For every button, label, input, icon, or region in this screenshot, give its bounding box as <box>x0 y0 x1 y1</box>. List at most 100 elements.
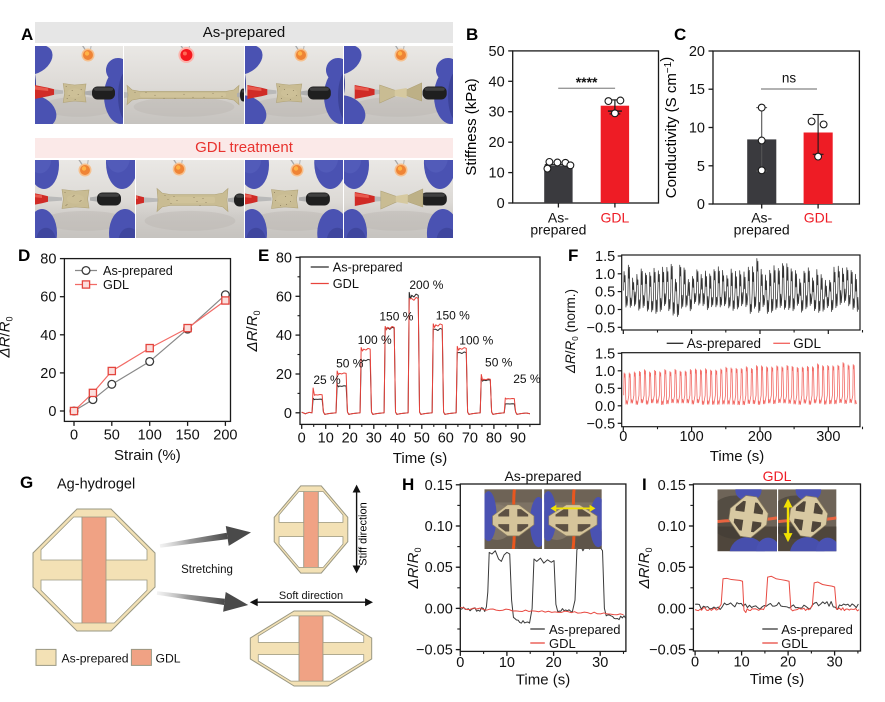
svg-text:GDL: GDL <box>549 636 576 651</box>
svg-text:As-prepared: As-prepared <box>549 622 621 637</box>
svg-text:Time (s): Time (s) <box>750 671 804 688</box>
svg-text:200: 200 <box>748 429 772 445</box>
svg-text:30: 30 <box>366 430 382 446</box>
svg-text:20: 20 <box>546 655 562 671</box>
svg-text:As-prepared: As-prepared <box>504 468 581 484</box>
svg-text:10: 10 <box>489 166 505 182</box>
svg-text:20: 20 <box>40 366 56 382</box>
svg-text:0.10: 0.10 <box>425 519 453 535</box>
svg-text:GDL: GDL <box>781 636 808 651</box>
svg-text:0.10: 0.10 <box>658 519 686 535</box>
svg-text:−0.5: −0.5 <box>587 320 616 336</box>
svg-text:As-prepared: As-prepared <box>62 652 129 666</box>
svg-text:40: 40 <box>390 430 406 446</box>
svg-text:0: 0 <box>456 655 464 671</box>
svg-text:60: 60 <box>438 430 454 446</box>
svg-text:25 %: 25 % <box>513 372 541 386</box>
svg-text:Soft direction: Soft direction <box>279 590 343 602</box>
svg-text:ΔR/R0: ΔR/R0 <box>244 311 262 353</box>
svg-text:80: 80 <box>40 252 56 268</box>
svg-text:10: 10 <box>318 430 334 446</box>
svg-text:5: 5 <box>697 159 705 175</box>
svg-text:150 %: 150 % <box>436 309 470 323</box>
svg-text:ΔR/R0: ΔR/R0 <box>0 317 15 359</box>
svg-text:100 %: 100 % <box>358 333 392 347</box>
svg-text:****: **** <box>576 74 598 90</box>
svg-text:0.00: 0.00 <box>425 601 453 617</box>
svg-text:10: 10 <box>689 121 705 137</box>
svg-text:ΔR/R0 (norm.): ΔR/R0 (norm.) <box>563 289 580 374</box>
svg-text:As-: As- <box>751 209 772 225</box>
svg-text:30: 30 <box>827 655 843 671</box>
svg-text:80: 80 <box>276 250 292 266</box>
svg-text:1.5: 1.5 <box>595 249 615 265</box>
svg-text:30: 30 <box>489 105 505 121</box>
svg-text:0: 0 <box>691 655 699 671</box>
svg-text:40: 40 <box>40 328 56 344</box>
svg-text:200 %: 200 % <box>409 278 443 292</box>
svg-text:20: 20 <box>780 655 796 671</box>
svg-text:50 %: 50 % <box>485 356 513 370</box>
svg-text:GDL: GDL <box>103 278 129 292</box>
svg-text:50: 50 <box>489 44 505 60</box>
svg-text:40: 40 <box>489 74 505 90</box>
svg-text:80: 80 <box>486 430 502 446</box>
svg-text:60: 60 <box>40 290 56 306</box>
svg-text:15: 15 <box>689 82 705 98</box>
svg-text:GDL: GDL <box>793 336 821 351</box>
svg-text:0: 0 <box>284 406 292 422</box>
svg-text:Stiff direction: Stiff direction <box>358 502 370 565</box>
svg-text:Strain (%): Strain (%) <box>114 447 181 464</box>
svg-text:0: 0 <box>70 427 78 443</box>
svg-text:0.05: 0.05 <box>658 560 686 576</box>
svg-text:0.0: 0.0 <box>595 303 615 319</box>
svg-text:1.0: 1.0 <box>595 364 615 380</box>
svg-text:0.05: 0.05 <box>425 560 453 576</box>
svg-text:10: 10 <box>734 655 750 671</box>
svg-text:0.00: 0.00 <box>658 601 686 617</box>
svg-text:1.5: 1.5 <box>595 346 615 362</box>
svg-text:0: 0 <box>298 430 306 446</box>
svg-text:−0.05: −0.05 <box>649 643 686 659</box>
svg-text:300: 300 <box>816 429 840 445</box>
svg-text:10: 10 <box>499 655 515 671</box>
svg-text:As-prepared: As-prepared <box>687 336 761 351</box>
svg-text:100 %: 100 % <box>459 334 493 348</box>
svg-text:ΔR/R0: ΔR/R0 <box>636 548 654 590</box>
svg-text:−0.5: −0.5 <box>587 416 616 432</box>
svg-text:150 %: 150 % <box>379 310 413 324</box>
svg-text:As-prepared: As-prepared <box>781 622 853 637</box>
svg-text:0: 0 <box>497 196 505 212</box>
svg-text:30: 30 <box>592 655 608 671</box>
svg-text:As-prepared: As-prepared <box>333 261 403 275</box>
svg-text:prepared: prepared <box>530 222 586 238</box>
svg-text:GDL: GDL <box>601 209 630 225</box>
svg-text:20: 20 <box>342 430 358 446</box>
svg-text:100: 100 <box>138 427 162 443</box>
svg-text:200: 200 <box>213 427 237 443</box>
svg-text:0.15: 0.15 <box>658 478 686 494</box>
svg-text:As-prepared: As-prepared <box>103 264 173 278</box>
svg-text:50: 50 <box>104 427 120 443</box>
svg-text:prepared: prepared <box>734 222 790 238</box>
svg-text:ΔR/R0: ΔR/R0 <box>405 548 423 590</box>
svg-text:GDL: GDL <box>763 468 792 484</box>
svg-text:50 %: 50 % <box>336 357 364 371</box>
svg-text:1.0: 1.0 <box>595 267 615 283</box>
svg-text:90: 90 <box>510 430 526 446</box>
svg-text:20: 20 <box>276 367 292 383</box>
svg-text:0.5: 0.5 <box>595 285 615 301</box>
svg-text:20: 20 <box>489 135 505 151</box>
svg-text:ns: ns <box>782 71 797 86</box>
svg-text:60: 60 <box>276 289 292 305</box>
svg-text:0.5: 0.5 <box>595 381 615 397</box>
svg-text:Ag-hydrogel: Ag-hydrogel <box>57 477 135 493</box>
svg-text:100: 100 <box>679 429 703 445</box>
svg-text:As-: As- <box>548 209 569 225</box>
svg-text:Stiffness (kPa): Stiffness (kPa) <box>463 78 480 175</box>
svg-text:0: 0 <box>48 404 56 420</box>
svg-text:20: 20 <box>689 44 705 60</box>
svg-text:0: 0 <box>619 429 627 445</box>
svg-text:0: 0 <box>697 197 705 213</box>
svg-text:Time (s): Time (s) <box>516 671 570 688</box>
